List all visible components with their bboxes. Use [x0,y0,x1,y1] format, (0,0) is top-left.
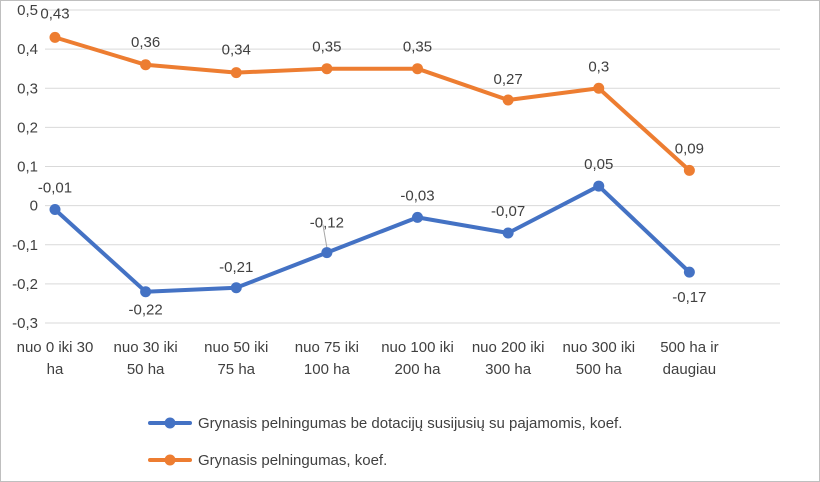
data-point [683,266,695,278]
legend-marker [164,454,176,466]
data-label: 0,09 [675,140,704,157]
data-label: 0,35 [403,39,432,56]
data-label: 0,05 [584,156,613,173]
x-tick-label: 500 ha ir [660,339,718,356]
y-tick-label: -0,1 [12,237,38,254]
data-point [230,282,242,294]
series-line [53,184,692,294]
data-label: 0,27 [494,71,523,88]
y-tick-label: -0,2 [12,276,38,293]
x-tick-label: 300 ha [485,361,532,378]
data-label: -0,17 [672,289,706,306]
data-point [502,94,514,106]
y-tick-label: 0,5 [17,2,38,19]
data-label: -0,03 [400,187,434,204]
x-tick-label: 200 ha [395,361,442,378]
data-point [49,31,61,43]
data-point [321,63,333,75]
y-tick-label: 0 [30,198,38,215]
data-point [49,204,61,216]
y-tick-label: 0,2 [17,119,38,136]
data-point [412,211,423,223]
data-point [683,164,695,176]
data-label: 0,35 [312,39,341,56]
data-label: -0,12 [310,215,344,232]
x-tick-label: nuo 300 iki [562,339,635,356]
y-tick-label: -0,3 [12,315,38,332]
x-tick-label: daugiau [663,361,716,378]
x-tick-label: nuo 100 iki [381,339,454,356]
x-tick-label: 75 ha [217,361,255,378]
x-tick-label: 50 ha [127,361,165,378]
data-label: -0,07 [491,203,525,220]
data-label: -0,22 [129,302,163,319]
legend-marker [164,417,176,429]
data-point [140,286,152,298]
data-point [412,63,423,75]
x-tick-label: nuo 0 iki 30 [17,339,94,356]
data-label: 0,3 [588,58,609,75]
data-point [502,227,514,239]
data-label: -0,21 [219,259,253,276]
x-tick-label: nuo 50 iki [204,339,268,356]
data-point [321,247,333,259]
y-tick-label: 0,4 [17,41,38,58]
label-leader-line [322,224,328,248]
x-tick-label: 500 ha [576,361,623,378]
y-tick-label: 0,3 [17,80,38,97]
x-tick-label: nuo 30 iki [114,339,178,356]
x-tick-label: nuo 200 iki [472,339,545,356]
data-point [230,67,242,79]
y-tick-label: 0,1 [17,159,38,176]
legend-entry: Grynasis pelningumas be dotacijų susijus… [198,415,622,432]
data-point [593,180,605,192]
data-label: 0,34 [222,42,251,59]
x-tick-label: ha [47,361,64,378]
data-point [593,82,605,94]
data-point [140,59,152,71]
data-label: -0,01 [38,180,72,197]
x-tick-label: nuo 75 iki [295,339,359,356]
x-tick-label: 100 ha [304,361,351,378]
legend-entry: Grynasis pelningumas, koef. [198,452,387,469]
data-label: 0,36 [131,34,160,51]
data-label: 0,43 [40,5,69,22]
series-line [53,35,692,173]
